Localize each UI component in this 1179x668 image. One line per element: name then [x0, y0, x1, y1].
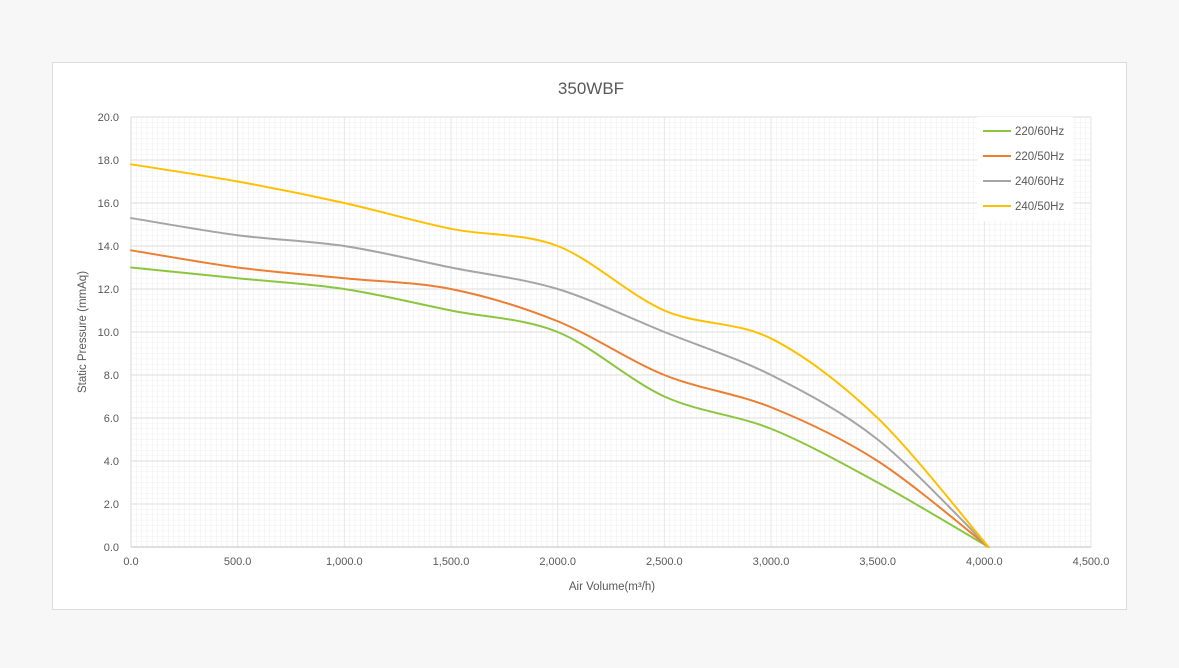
- x-tick-label: 3,000.0: [753, 556, 790, 568]
- series-line-240-50hz: [130, 163, 990, 548]
- series-group: [130, 163, 990, 548]
- series-line-240-60hz: [130, 217, 990, 548]
- y-tick-label: 8.0: [104, 370, 119, 382]
- y-tick-label: 0.0: [104, 542, 119, 554]
- legend-label: 240/60Hz: [1015, 176, 1064, 188]
- y-tick-label: 16.0: [98, 198, 119, 210]
- axes: [130, 117, 1091, 548]
- y-tick-label: 6.0: [104, 413, 119, 425]
- x-tick-label: 1,500.0: [433, 556, 470, 568]
- legend-label: 220/60Hz: [1015, 126, 1064, 138]
- x-tick-label: 3,500.0: [859, 556, 896, 568]
- x-tick-label: 4,000.0: [966, 556, 1003, 568]
- y-tick-label: 18.0: [98, 155, 119, 167]
- x-tick-label: 4,500.0: [1073, 556, 1110, 568]
- y-tick-label: 2.0: [104, 499, 119, 511]
- x-axis-title: Air Volume(m³/h): [569, 581, 655, 593]
- x-tick-label: 2,000.0: [539, 556, 576, 568]
- x-tick-label: 500.0: [224, 556, 252, 568]
- chart-card: 0.0 500.0 1,000.0 1,500.0 2,000.0 2,500.0 3,00…: [52, 62, 1127, 610]
- series-line-220-50hz: [130, 249, 990, 548]
- legend-box: [977, 117, 1073, 221]
- legend-label: 220/50Hz: [1015, 151, 1064, 163]
- chart-canvas: 0.0 500.0 1,000.0 1,500.0 2,000.0 2,500.0 3,00…: [77, 79, 1109, 593]
- y-tick-label: 10.0: [98, 327, 119, 339]
- y-axis-title: Static Pressure (mmAq): [77, 271, 89, 393]
- y-tick-label: 14.0: [98, 241, 119, 253]
- x-tick-label: 1,000.0: [326, 556, 363, 568]
- x-tick-label: 0.0: [123, 556, 138, 568]
- x-tick-label: 2,500.0: [646, 556, 683, 568]
- y-tick-label: 4.0: [104, 456, 119, 468]
- y-tick-label: 20.0: [98, 112, 119, 124]
- series-line-220-60hz: [130, 266, 990, 548]
- chart-title: 350WBF: [558, 79, 624, 98]
- x-tick-labels: 0.0 500.0 1,000.0 1,500.0 2,000.0 2,500.0 3,00…: [123, 556, 1109, 568]
- y-tick-labels: 0.0 2.0 4.0 6.0 8.0 10.0 12.0 14.0 16.0 18.0 20.0: [98, 112, 119, 554]
- y-tick-label: 12.0: [98, 284, 119, 296]
- legend: 220/60Hz 220/50Hz 240/60Hz 240/50Hz: [977, 117, 1073, 221]
- legend-label: 240/50Hz: [1015, 201, 1064, 213]
